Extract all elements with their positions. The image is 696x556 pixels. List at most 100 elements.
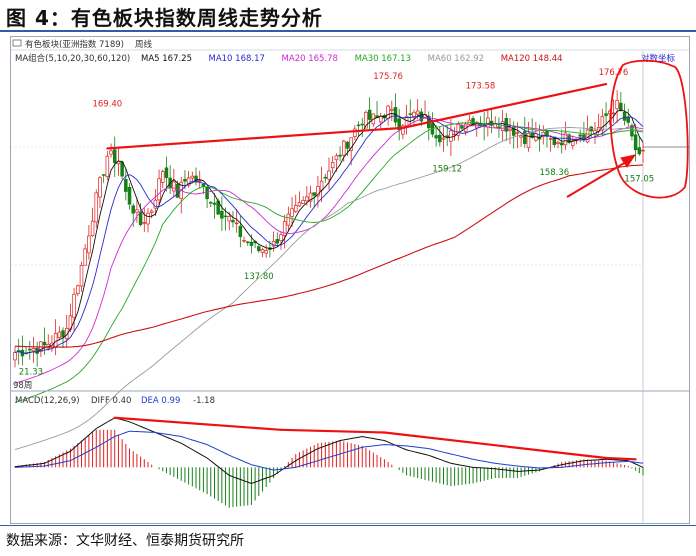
candle-body xyxy=(319,180,324,191)
candle-body xyxy=(257,246,261,252)
candle-body xyxy=(585,129,590,143)
candle-body xyxy=(175,183,180,198)
candle-body xyxy=(541,131,546,137)
candle-body xyxy=(438,134,442,143)
candle-body xyxy=(142,222,147,224)
candle-body xyxy=(449,130,453,142)
weekly-chart[interactable]: 有色板块(亚洲指数 7189) 周线 MA组合(5,10,20,30,60,120)… xyxy=(11,37,689,523)
ma20-line xyxy=(14,117,644,384)
macd-trendline xyxy=(279,428,386,434)
candle-body xyxy=(112,149,117,164)
candle-body xyxy=(497,126,501,129)
candle-body xyxy=(290,208,294,217)
candle-body xyxy=(57,331,62,338)
candle-body xyxy=(242,239,246,242)
candle-body xyxy=(209,201,213,204)
candle-body xyxy=(386,105,390,119)
candle-body xyxy=(305,196,309,202)
candle-body xyxy=(227,216,232,222)
log-scale-label: 对数坐标 xyxy=(641,53,676,64)
candle-body xyxy=(460,125,464,129)
candle-body xyxy=(378,116,383,123)
candle-body xyxy=(327,170,331,180)
candle-body xyxy=(548,138,553,140)
candle-body xyxy=(626,116,630,123)
candle-body xyxy=(519,135,523,138)
candle-body xyxy=(600,116,605,131)
candle-body xyxy=(297,202,302,207)
candle-body xyxy=(90,220,95,236)
window-icon xyxy=(12,39,22,47)
candle-body xyxy=(397,118,401,131)
candle-body xyxy=(275,238,280,244)
candle-body xyxy=(353,128,357,137)
ma-legend-ma5: MA5 167.25 xyxy=(141,54,192,64)
macd-label: MACD(12,26,9) xyxy=(15,396,80,406)
candle-body xyxy=(127,186,132,205)
candle-body xyxy=(153,199,158,209)
candle-body xyxy=(79,264,84,287)
candle-body xyxy=(286,213,291,226)
candle-body xyxy=(434,135,438,139)
candle-body xyxy=(364,111,368,129)
candle-body xyxy=(478,123,483,126)
macd-dea-value: DEA 0.99 xyxy=(141,396,180,406)
candle-body xyxy=(138,211,143,226)
ma-legend-ma120: MA120 148.44 xyxy=(501,54,563,64)
candle-body xyxy=(64,327,69,340)
candle-body xyxy=(294,205,298,212)
candle-body xyxy=(342,140,346,156)
candle-body xyxy=(330,161,335,169)
arrow-head xyxy=(620,154,637,168)
candle-body xyxy=(220,210,224,219)
candle-body xyxy=(500,121,505,131)
macd-trendline xyxy=(604,456,637,461)
candle-body xyxy=(212,202,217,205)
candle-body xyxy=(415,110,420,115)
candle-body xyxy=(231,219,235,223)
chart-panel[interactable]: 有色板块(亚洲指数 7189) 周线 MA组合(5,10,20,30,60,120)… xyxy=(10,36,690,524)
candle-body xyxy=(186,177,191,186)
candle-body xyxy=(611,112,616,115)
candle-body xyxy=(190,175,195,179)
arrow-shaft xyxy=(566,158,632,198)
price-annotation: 169.40 xyxy=(92,100,122,110)
ma-legend-ma20: MA20 165.78 xyxy=(282,54,338,64)
toolbar: 有色板块(亚洲指数 7189) 周线 MA组合(5,10,20,30,60,120)… xyxy=(11,39,689,64)
candles xyxy=(13,90,645,368)
candle-body xyxy=(356,124,361,127)
macd-trendline xyxy=(113,416,283,431)
candle-body xyxy=(223,215,228,218)
candle-body xyxy=(61,330,65,338)
candle-body xyxy=(94,192,99,223)
candle-body xyxy=(471,118,475,126)
ma10-line xyxy=(14,115,644,354)
price-annotation: 176.76 xyxy=(599,68,629,78)
candle-body xyxy=(28,348,32,351)
data-source: 数据来源：文华财经、恒泰期货研究所 xyxy=(6,533,244,549)
candle-body xyxy=(98,177,102,198)
ma5-line xyxy=(14,109,644,354)
candle-body xyxy=(76,285,80,294)
ma-legend-ma60: MA60 162.92 xyxy=(428,54,484,64)
candle-body xyxy=(637,147,642,155)
highlight-circle xyxy=(609,59,689,199)
candle-body xyxy=(42,341,47,346)
candle-body xyxy=(515,132,520,134)
candle-body xyxy=(238,225,243,237)
candle-body xyxy=(412,111,416,117)
candle-body xyxy=(301,200,305,204)
candle-body xyxy=(282,221,287,236)
candle-body xyxy=(264,250,268,254)
candle-body xyxy=(234,222,239,225)
candle-body xyxy=(615,99,619,110)
macd-diff-value: DIFF 0.40 xyxy=(91,396,131,406)
candle-body xyxy=(101,174,106,176)
candle-body xyxy=(279,234,283,241)
candle-body xyxy=(260,249,265,253)
candle-body xyxy=(183,178,187,182)
candle-body xyxy=(87,235,91,254)
candle-body xyxy=(194,175,198,183)
title-rule xyxy=(0,30,696,32)
candle-body xyxy=(31,348,36,352)
